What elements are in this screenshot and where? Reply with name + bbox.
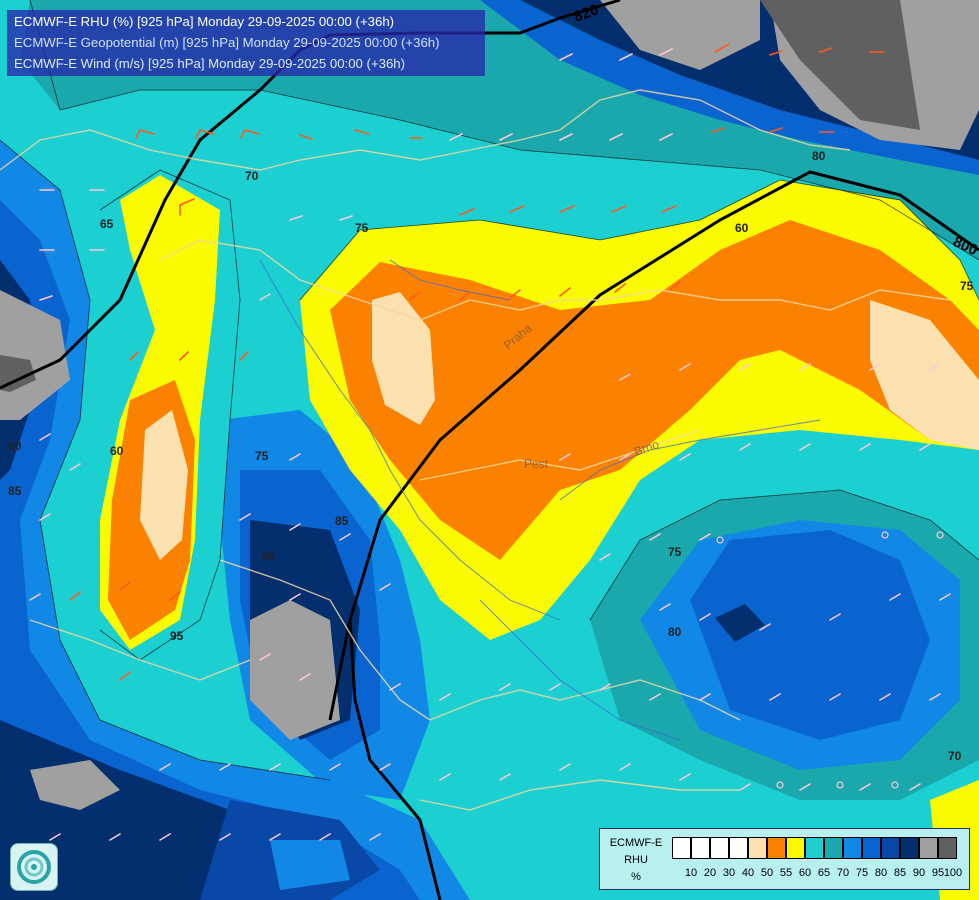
legend-tick: 85	[893, 867, 907, 879]
rhu-contour-label: 70	[948, 749, 962, 763]
rivers	[259, 259, 821, 741]
legend-swatch	[729, 837, 748, 859]
legend-tick: 100	[943, 867, 963, 879]
legend-tick: 60	[798, 867, 812, 879]
legend-tick: 40	[741, 867, 755, 879]
legend-swatch	[710, 837, 729, 859]
legend-swatch	[824, 837, 843, 859]
legend-swatch	[672, 837, 691, 859]
ecmwf-logo	[10, 843, 58, 891]
legend-tick: 50	[760, 867, 774, 879]
title-rhu: ECMWF-E RHU (%) [925 hPa] Monday 29-09-2…	[14, 14, 395, 29]
rhu-contour-label: 85	[335, 514, 349, 528]
legend-tick: 95	[931, 867, 945, 879]
rhu-contour-label: 85	[262, 549, 276, 563]
rhu-legend: ECMWF-E RHU % 10 20 30 40 50 55 60 65 70 75 80 85 90…	[599, 828, 970, 890]
legend-swatch	[748, 837, 767, 859]
legend-swatch	[938, 837, 957, 859]
legend-tick: 10	[684, 867, 698, 879]
legend-tick: 55	[779, 867, 793, 879]
legend-tick: 80	[874, 867, 888, 879]
rhu-contour-label: 75	[255, 449, 269, 463]
legend-tick: 70	[836, 867, 850, 879]
legend-tick: 30	[722, 867, 736, 879]
rhu-contour-label: 85	[8, 484, 22, 498]
rhu-contour-label: 80	[668, 625, 682, 639]
legend-model: ECMWF-E	[609, 837, 663, 849]
rhu-contour-label: 90	[8, 439, 22, 453]
rhu-contour-label: 75	[355, 221, 369, 235]
rhu-contour-label: 70	[245, 169, 259, 183]
rhu-contour-label: 60	[735, 221, 749, 235]
legend-tick: 75	[855, 867, 869, 879]
legend-swatch	[843, 837, 862, 859]
legend-variable: RHU	[624, 854, 648, 866]
legend-swatch	[691, 837, 710, 859]
wind-barbs	[29, 43, 951, 841]
rhu-contour-label: 95	[170, 629, 184, 643]
legend-swatch	[919, 837, 938, 859]
legend-swatch	[805, 837, 824, 859]
title-geopotential: ECMWF-E Geopotential (m) [925 hPa] Monda…	[14, 35, 440, 50]
legend-tick: 20	[703, 867, 717, 879]
legend-swatch	[900, 837, 919, 859]
legend-swatch	[786, 837, 805, 859]
legend-tick: 90	[912, 867, 926, 879]
rhu-contour-label: 75	[668, 545, 682, 559]
country-borders	[0, 89, 951, 811]
rhu-contour-label: 65	[100, 217, 114, 231]
legend-tick: 65	[817, 867, 831, 879]
legend-swatch	[767, 837, 786, 859]
legend-swatch	[881, 837, 900, 859]
legend-swatch	[862, 837, 881, 859]
rhu-contour-label: 75	[960, 279, 974, 293]
rhu-contour-label: 60	[110, 444, 124, 458]
place-label: Pest	[524, 457, 549, 471]
legend-unit: %	[631, 871, 641, 883]
title-box: ECMWF-E RHU (%) [925 hPa] Monday 29-09-2…	[7, 10, 485, 76]
rhu-contour-label: 80	[812, 149, 826, 163]
title-wind: ECMWF-E Wind (m/s) [925 hPa] Monday 29-0…	[14, 56, 406, 71]
